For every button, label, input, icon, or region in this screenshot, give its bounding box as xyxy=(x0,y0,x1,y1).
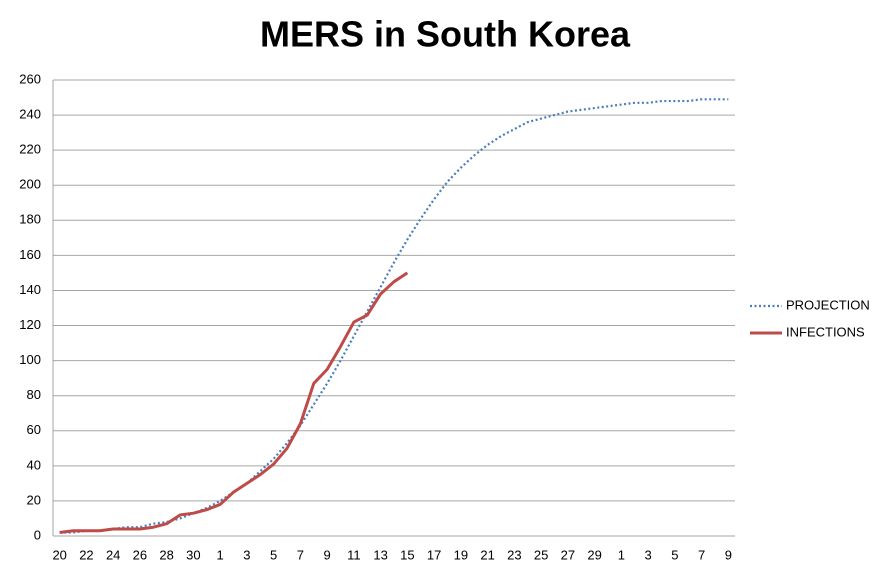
y-tick-label: 180 xyxy=(19,212,41,227)
legend-label: PROJECTION xyxy=(786,297,870,312)
series-line xyxy=(59,271,409,534)
x-tick-label: 30 xyxy=(186,547,200,562)
y-tick-label: 160 xyxy=(19,247,41,262)
x-tick-label: 1 xyxy=(217,547,224,562)
x-tick-label: 15 xyxy=(400,547,414,562)
series-line xyxy=(59,98,729,534)
x-tick-label: 7 xyxy=(297,547,304,562)
x-tick-label: 20 xyxy=(52,547,66,562)
x-tick-label: 28 xyxy=(159,547,173,562)
x-tick-label: 24 xyxy=(106,547,120,562)
x-tick-label: 9 xyxy=(324,547,331,562)
x-tick-label: 29 xyxy=(587,547,601,562)
x-tick-label: 1 xyxy=(618,547,625,562)
x-tick-label: 5 xyxy=(671,547,678,562)
legend-label: INFECTIONS xyxy=(786,324,865,339)
x-tick-label: 17 xyxy=(427,547,441,562)
y-tick-label: 200 xyxy=(19,177,41,192)
chart-title: MERS in South Korea xyxy=(260,14,631,55)
x-tick-label: 22 xyxy=(79,547,93,562)
y-tick-label: 140 xyxy=(19,282,41,297)
y-tick-label: 0 xyxy=(34,527,41,542)
y-tick-label: 40 xyxy=(27,457,41,472)
y-tick-label: 120 xyxy=(19,317,41,332)
x-tick-label: 25 xyxy=(534,547,548,562)
y-tick-label: 100 xyxy=(19,352,41,367)
y-tick-label: 60 xyxy=(27,422,41,437)
x-tick-label: 7 xyxy=(698,547,705,562)
x-tick-label: 3 xyxy=(644,547,651,562)
y-tick-label: 260 xyxy=(19,71,41,86)
x-tick-label: 21 xyxy=(480,547,494,562)
x-tick-label: 26 xyxy=(133,547,147,562)
y-tick-label: 80 xyxy=(27,387,41,402)
x-tick-label: 13 xyxy=(373,547,387,562)
x-tick-label: 19 xyxy=(454,547,468,562)
x-tick-label: 5 xyxy=(270,547,277,562)
x-tick-label: 23 xyxy=(507,547,521,562)
x-tick-label: 27 xyxy=(561,547,575,562)
x-tick-label: 11 xyxy=(347,547,361,562)
y-tick-label: 220 xyxy=(19,142,41,157)
y-tick-label: 20 xyxy=(27,492,41,507)
y-tick-label: 240 xyxy=(19,107,41,122)
x-tick-label: 3 xyxy=(243,547,250,562)
x-tick-label: 9 xyxy=(725,547,732,562)
